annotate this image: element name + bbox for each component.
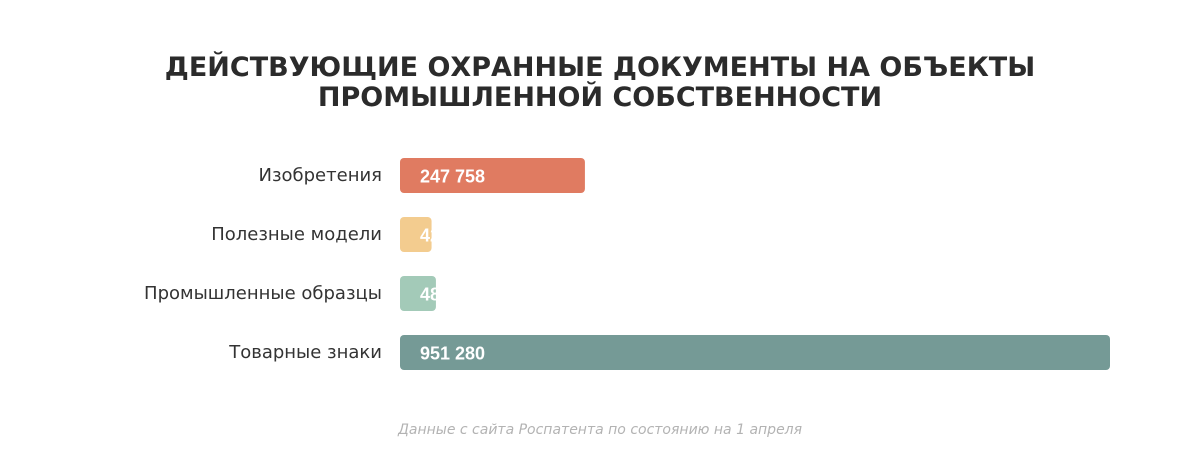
category-label: Промышленные образцы — [144, 283, 382, 304]
chart-title-line-1: ДЕЙСТВУЮЩИЕ ОХРАННЫЕ ДОКУМЕНТЫ НА ОБЪЕКТ… — [165, 51, 1035, 83]
bar-value-label: 42 286 — [420, 226, 475, 246]
bar-value-label: 247 758 — [420, 167, 485, 187]
category-label: Изобретения — [258, 165, 382, 186]
bar-value-label: 951 280 — [420, 344, 485, 364]
category-label: Полезные модели — [211, 224, 382, 245]
bar — [400, 276, 436, 311]
chart-footnote: Данные с сайта Роспатента по состоянию н… — [397, 422, 802, 438]
bar-value-label: 48 141 — [420, 285, 475, 305]
bar — [400, 217, 432, 252]
bar — [400, 158, 585, 193]
bar — [400, 335, 1110, 370]
bars-group: Изобретения 247 758 Полезные модели 42 286 П… — [144, 158, 1110, 370]
category-label: Товарные знаки — [228, 342, 382, 363]
chart-title-line-2: ПРОМЫШЛЕННОЙ СОБСТВЕННОСТИ — [318, 81, 882, 113]
